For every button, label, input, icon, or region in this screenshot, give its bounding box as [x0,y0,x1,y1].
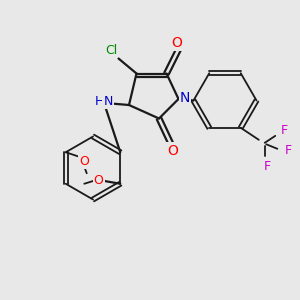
Text: O: O [94,174,103,187]
Text: F: F [264,160,271,173]
Text: Cl: Cl [105,44,117,58]
Text: F: F [281,124,288,137]
Text: F: F [285,144,292,157]
Text: N: N [103,94,113,108]
Text: O: O [167,144,178,158]
Text: O: O [172,36,182,50]
Text: O: O [79,155,89,168]
Text: N: N [180,91,190,104]
Text: H: H [94,94,104,108]
